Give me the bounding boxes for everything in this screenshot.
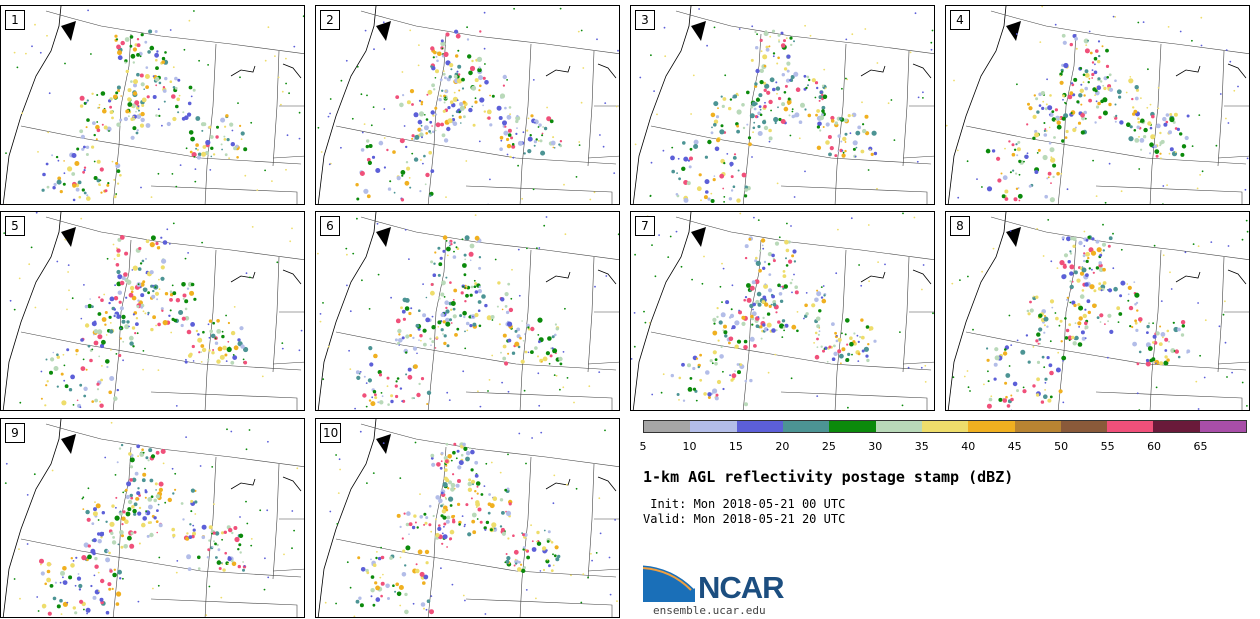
stamp-map xyxy=(947,212,1249,410)
colorbar-swatch-6 xyxy=(875,421,922,432)
colorbar-swatch-9 xyxy=(1014,421,1061,432)
stamp-panel-5: 5 xyxy=(0,211,305,411)
stamp-map xyxy=(631,212,934,410)
colorbar-swatch-12 xyxy=(1153,421,1200,432)
stamp-panel-4: 4 xyxy=(945,5,1250,205)
colorbar-tick-40: 40 xyxy=(961,440,976,453)
colorbar-swatch-2 xyxy=(690,421,737,432)
colorbar-swatch-5 xyxy=(829,421,876,432)
colorbar-tick-45: 45 xyxy=(1007,440,1022,453)
figure-title: 1-km AGL reflectivity postage stamp (dBZ… xyxy=(643,468,1014,486)
stamp-label: 4 xyxy=(950,10,970,30)
stamp-panel-7: 7 xyxy=(630,211,935,411)
colorbar-swatch-1 xyxy=(644,421,691,432)
stamp-label: 6 xyxy=(320,216,340,236)
stamp-map xyxy=(317,6,619,204)
stamp-map xyxy=(2,419,304,617)
ncar-logo-text: NCAR xyxy=(698,570,785,605)
stamp-panel-6: 6 xyxy=(315,211,620,411)
colorbar-swatch-10 xyxy=(1060,421,1108,432)
stamp-label: 2 xyxy=(320,10,340,30)
stamp-map xyxy=(946,6,1249,204)
colorbar-tick-50: 50 xyxy=(1054,440,1069,453)
stamp-map xyxy=(2,6,304,204)
init-time: Init: Mon 2018-05-21 00 UTC xyxy=(643,497,846,511)
colorbar-tick-10: 10 xyxy=(682,440,697,453)
stamp-panel-3: 3 xyxy=(630,5,935,205)
colorbar-tick-35: 35 xyxy=(914,440,929,453)
colorbar-tick-55: 55 xyxy=(1100,440,1115,453)
colorbar-swatch-3 xyxy=(736,421,783,432)
ncar-logo-icon xyxy=(643,562,697,602)
colorbar-tick-65: 65 xyxy=(1193,440,1208,453)
stamp-label: 1 xyxy=(5,10,25,30)
stamp-panel-10: 10 xyxy=(315,418,620,618)
valid-time: Valid: Mon 2018-05-21 20 UTC xyxy=(643,512,846,526)
stamp-panel-8: 8 xyxy=(945,211,1250,411)
ensemble-url: ensemble.ucar.edu xyxy=(653,604,766,617)
reflectivity-colorbar xyxy=(643,420,1247,433)
colorbar-swatch-13 xyxy=(1199,421,1247,432)
stamp-map xyxy=(2,212,304,410)
stamp-panel-1: 1 xyxy=(0,5,305,205)
stamp-map xyxy=(317,419,619,617)
stamp-label: 10 xyxy=(320,423,342,443)
stamp-label: 3 xyxy=(635,10,655,30)
colorbar-tick-labels: 5 10 15 20 25 30 35 40 45 50 55 60 65 xyxy=(639,440,1247,456)
colorbar-swatch-8 xyxy=(968,421,1015,432)
stamp-label: 9 xyxy=(5,423,25,443)
colorbar-tick-15: 15 xyxy=(728,440,743,453)
colorbar-swatch-7 xyxy=(921,421,969,432)
stamp-map xyxy=(317,212,619,410)
colorbar-swatch-11 xyxy=(1107,421,1154,432)
colorbar-tick-30: 30 xyxy=(868,440,883,453)
colorbar-tick-5: 5 xyxy=(639,440,647,453)
colorbar-swatch-4 xyxy=(782,421,830,432)
stamp-map xyxy=(632,6,934,204)
colorbar-tick-20: 20 xyxy=(775,440,790,453)
stamp-label: 7 xyxy=(635,216,655,236)
stamp-panel-9: 9 xyxy=(0,418,305,618)
stamp-label: 8 xyxy=(950,216,970,236)
colorbar-tick-60: 60 xyxy=(1147,440,1162,453)
colorbar-tick-25: 25 xyxy=(821,440,836,453)
stamp-label: 5 xyxy=(5,216,25,236)
stamp-panel-2: 2 xyxy=(315,5,620,205)
